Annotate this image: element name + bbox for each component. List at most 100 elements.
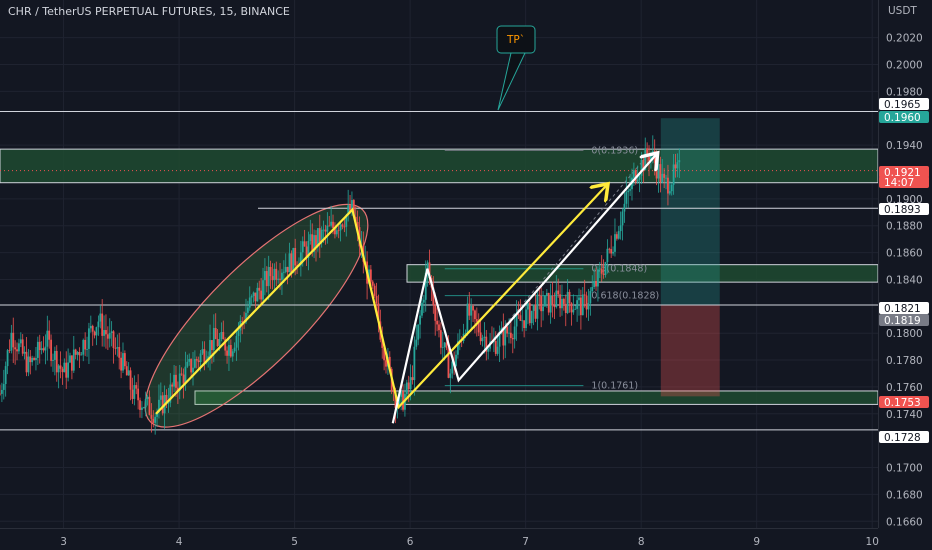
candle-body [262,280,264,299]
candle-body [90,326,92,328]
candle-body [639,176,641,180]
candle-body [376,296,378,303]
candle-body [482,338,484,341]
candle-body [323,230,325,231]
candle-body [508,333,510,334]
candle-body [669,191,671,193]
candle-body [46,331,48,347]
candle-body [290,253,292,272]
candle-body [198,361,200,363]
candle-body [328,226,330,227]
y-tick-label: 0.1940 [886,140,923,152]
candle-body [370,269,372,281]
candle-body [54,351,56,360]
candle-body [228,345,230,356]
candle-body [251,296,253,297]
candle-body [614,234,616,252]
candle-body [268,267,270,286]
candle-body [525,310,527,328]
candle-body [273,269,275,280]
candle-body [31,358,33,362]
candle-body [527,303,529,309]
candle-body [326,226,328,232]
candle-body [65,363,67,378]
candle-body [26,352,28,372]
candle-body [48,331,50,340]
candle-body [372,282,374,286]
candle-body [130,370,132,389]
candle-body [555,291,557,307]
candle-body [7,350,9,366]
candle-body [255,293,257,302]
price-tag-label: 0.1965 [884,99,921,111]
candle-body [175,375,177,388]
candle-body [270,267,272,276]
candle-body [597,269,599,286]
x-tick-label: 7 [522,536,529,548]
candle-body [222,332,224,339]
candle-body [586,296,588,310]
candle-body [80,355,82,356]
candle-body [272,276,274,280]
candle-body [444,343,446,348]
candle-body [529,303,531,323]
candle-body [3,384,5,390]
candle-body [143,407,145,408]
candle-body [667,178,669,194]
candle-body [1,390,3,394]
candle-body [75,350,77,355]
candle-body [277,279,279,280]
candle-body [124,353,126,366]
candle-body [531,311,533,323]
candle-body [470,306,472,316]
currency-label: USDT [888,5,917,17]
x-tick-label: 8 [638,536,645,548]
price-tag-label: 0.1893 [884,204,921,216]
candle-body [126,366,128,375]
candle-body [616,234,618,239]
support-zone [195,391,878,404]
y-tick-label: 0.1880 [886,221,923,233]
candle-body [215,328,217,339]
candle-body [94,332,96,336]
candle-body [58,365,60,372]
candle-body [506,326,508,333]
candle-body [279,279,281,280]
y-tick-label: 0.2000 [886,59,923,71]
candle-body [576,300,578,309]
price-tag-label: 0.1821 [884,303,921,315]
candle-body [410,377,412,389]
candle-body [60,365,62,368]
candle-body [63,363,65,372]
candle-body [258,288,260,291]
candle-body [84,340,86,350]
candle-body [285,267,287,272]
candle-body [678,160,680,162]
candle-body [86,349,88,350]
candle-body [12,333,14,348]
candle-body [73,350,75,371]
candle-body [661,174,663,182]
candle-body [591,287,593,291]
candle-body [219,339,221,346]
candle-body [122,353,124,370]
candle-body [588,303,590,309]
candle-body [226,351,228,356]
candle-body [652,151,654,153]
candle-body [535,305,537,319]
candle-body [27,357,29,373]
y-tick-label: 0.2020 [886,33,923,45]
x-tick-label: 5 [291,536,298,548]
candle-body [319,228,321,242]
candle-body [152,419,154,423]
candle-body [415,340,417,347]
candle-body [606,249,608,262]
position-stop-zone [661,305,720,396]
candle-body [671,185,673,191]
candle-body [190,359,192,372]
candle-body [580,298,582,316]
candle-body [29,357,31,363]
candle-body [330,222,332,226]
candle-body [10,333,12,351]
